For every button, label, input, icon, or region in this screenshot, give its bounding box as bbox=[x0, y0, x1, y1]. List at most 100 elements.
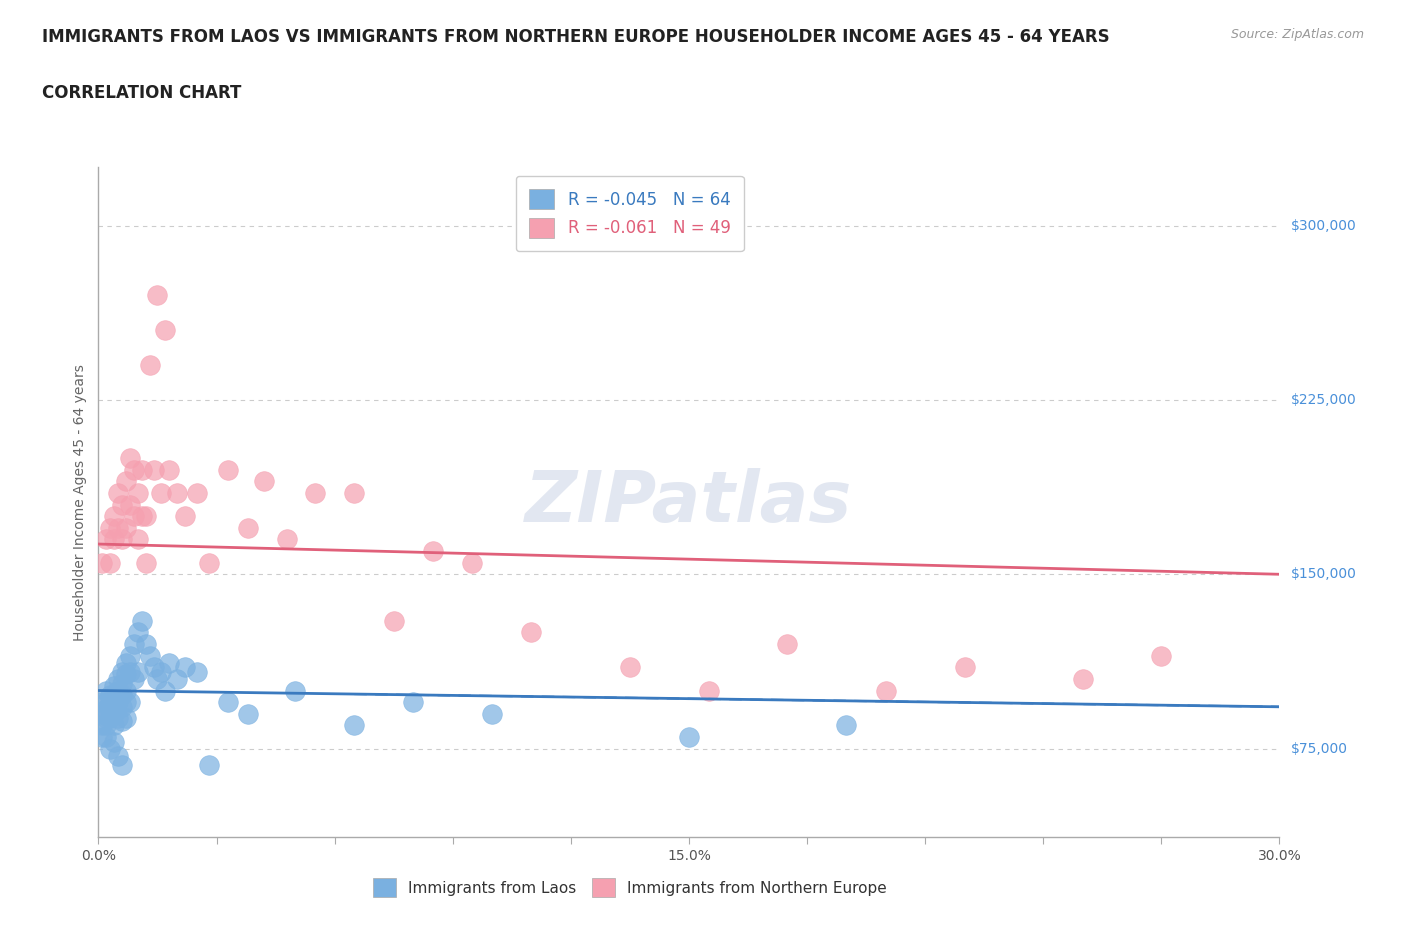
Point bbox=[382, 614, 405, 629]
Point bbox=[619, 660, 641, 675]
Point bbox=[111, 699, 134, 714]
Point bbox=[115, 474, 138, 489]
Point bbox=[155, 683, 177, 698]
Point bbox=[103, 695, 125, 710]
Point bbox=[96, 711, 118, 725]
Point bbox=[186, 664, 208, 679]
Text: Source: ZipAtlas.com: Source: ZipAtlas.com bbox=[1230, 28, 1364, 41]
Point bbox=[103, 707, 125, 722]
Point bbox=[96, 683, 118, 698]
Point bbox=[111, 664, 134, 679]
Point bbox=[96, 532, 118, 547]
Point bbox=[107, 695, 129, 710]
Point bbox=[103, 509, 125, 524]
Point bbox=[304, 485, 326, 500]
Point bbox=[111, 676, 134, 691]
Point bbox=[343, 485, 366, 500]
Point bbox=[166, 671, 188, 686]
Point bbox=[343, 718, 366, 733]
Point bbox=[122, 509, 145, 524]
Point bbox=[127, 485, 149, 500]
Point bbox=[98, 688, 121, 703]
Point bbox=[91, 729, 114, 744]
Point bbox=[115, 683, 138, 698]
Point bbox=[678, 729, 700, 744]
Point bbox=[118, 664, 141, 679]
Point bbox=[253, 474, 276, 489]
Point bbox=[107, 671, 129, 686]
Point bbox=[197, 555, 219, 570]
Point bbox=[103, 679, 125, 694]
Point bbox=[520, 625, 543, 640]
Point bbox=[122, 462, 145, 477]
Point bbox=[111, 757, 134, 772]
Point bbox=[217, 695, 239, 710]
Point bbox=[103, 688, 125, 703]
Legend: Immigrants from Laos, Immigrants from Northern Europe: Immigrants from Laos, Immigrants from No… bbox=[367, 872, 893, 903]
Point bbox=[91, 707, 114, 722]
Point bbox=[142, 462, 165, 477]
Text: ZIPatlas: ZIPatlas bbox=[526, 468, 852, 537]
Point bbox=[131, 509, 153, 524]
Point bbox=[91, 695, 114, 710]
Text: CORRELATION CHART: CORRELATION CHART bbox=[42, 84, 242, 101]
Point bbox=[122, 637, 145, 652]
Point bbox=[111, 688, 134, 703]
Point bbox=[111, 498, 134, 512]
Point bbox=[98, 701, 121, 716]
Point bbox=[91, 555, 114, 570]
Point bbox=[186, 485, 208, 500]
Point bbox=[111, 713, 134, 728]
Point bbox=[127, 664, 149, 679]
Point bbox=[953, 660, 976, 675]
Point bbox=[422, 543, 444, 558]
Point bbox=[461, 555, 484, 570]
Text: $150,000: $150,000 bbox=[1291, 567, 1357, 581]
Point bbox=[98, 711, 121, 725]
Point bbox=[142, 660, 165, 675]
Point bbox=[236, 521, 259, 536]
Point bbox=[174, 660, 197, 675]
Point bbox=[96, 718, 118, 733]
Point bbox=[284, 683, 307, 698]
Point bbox=[115, 521, 138, 536]
Point bbox=[98, 555, 121, 570]
Point bbox=[115, 695, 138, 710]
Point bbox=[98, 521, 121, 536]
Point bbox=[135, 637, 157, 652]
Point bbox=[1150, 648, 1173, 663]
Point bbox=[115, 711, 138, 725]
Point bbox=[127, 625, 149, 640]
Point bbox=[835, 718, 858, 733]
Point bbox=[118, 451, 141, 466]
Point bbox=[776, 637, 799, 652]
Point bbox=[96, 701, 118, 716]
Point bbox=[150, 664, 173, 679]
Point bbox=[276, 532, 298, 547]
Point bbox=[697, 683, 720, 698]
Text: $225,000: $225,000 bbox=[1291, 392, 1357, 407]
Text: $300,000: $300,000 bbox=[1291, 219, 1357, 232]
Point bbox=[103, 735, 125, 750]
Text: $75,000: $75,000 bbox=[1291, 741, 1348, 756]
Point bbox=[157, 656, 180, 671]
Point bbox=[107, 748, 129, 763]
Point bbox=[402, 695, 425, 710]
Point bbox=[122, 671, 145, 686]
Point bbox=[98, 741, 121, 756]
Point bbox=[138, 648, 160, 663]
Point bbox=[157, 462, 180, 477]
Point bbox=[217, 462, 239, 477]
Point bbox=[111, 532, 134, 547]
Point bbox=[166, 485, 188, 500]
Text: IMMIGRANTS FROM LAOS VS IMMIGRANTS FROM NORTHERN EUROPE HOUSEHOLDER INCOME AGES : IMMIGRANTS FROM LAOS VS IMMIGRANTS FROM … bbox=[42, 28, 1109, 46]
Point bbox=[107, 683, 129, 698]
Point bbox=[118, 695, 141, 710]
Point bbox=[96, 729, 118, 744]
Point bbox=[197, 757, 219, 772]
Point bbox=[118, 498, 141, 512]
Point bbox=[150, 485, 173, 500]
Point bbox=[138, 357, 160, 372]
Point bbox=[131, 462, 153, 477]
Point bbox=[135, 555, 157, 570]
